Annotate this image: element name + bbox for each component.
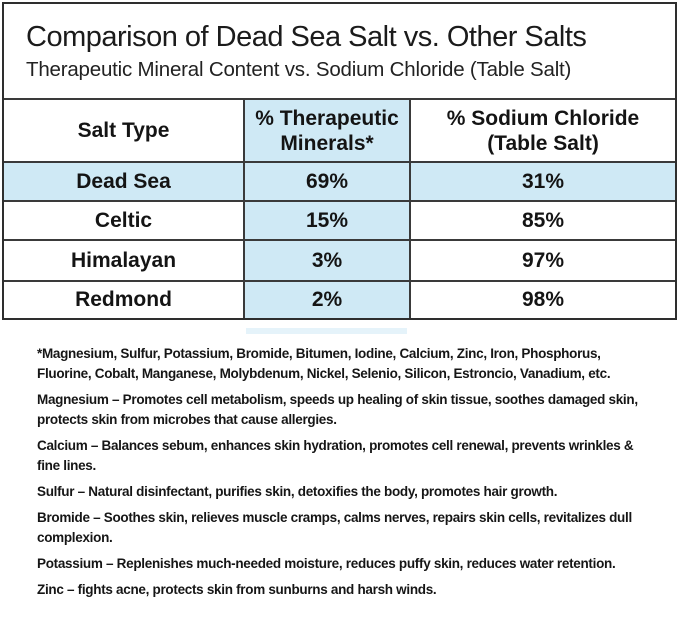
- footnote-potassium: Potassium – Replenishes much-needed mois…: [37, 556, 616, 571]
- header-label-therapeutic: % Therapeutic Minerals*: [255, 106, 399, 155]
- table-row-celtic-name: Celtic: [4, 200, 243, 239]
- table-row-dead-sea-name: Dead Sea: [4, 161, 243, 200]
- footnote-bromide: Bromide – Soothes skin, relieves muscle …: [37, 510, 632, 545]
- footnotes-block: *Magnesium, Sulfur, Potassium, Bromide, …: [37, 344, 655, 606]
- table-row-redmond-therapeutic: 2%: [243, 280, 409, 318]
- footnote-calcium: Calcium – Balances sebum, enhances skin …: [37, 438, 634, 473]
- column-shadow-strip: [246, 328, 407, 334]
- table-row-redmond-name: Redmond: [4, 280, 243, 318]
- header-cell-therapeutic: % Therapeutic Minerals*: [243, 100, 409, 161]
- footnote-sulfur: Sulfur – Natural disinfectant, purifies …: [37, 484, 558, 499]
- header-cell-sodium: % Sodium Chloride (Table Salt): [409, 100, 675, 161]
- salt-comparison-table: Salt Type % Therapeutic Minerals* % Sodi…: [4, 98, 675, 318]
- table-row-redmond-sodium: 98%: [409, 280, 675, 318]
- footnote-minerals-list: *Magnesium, Sulfur, Potassium, Bromide, …: [37, 346, 611, 381]
- header-cell-salt-type: Salt Type: [4, 100, 243, 161]
- table-row-himalayan-name: Himalayan: [4, 239, 243, 280]
- header-label-sodium: % Sodium Chloride (Table Salt): [446, 106, 640, 155]
- footnote-zinc: Zinc – fights acne, protects skin from s…: [37, 582, 437, 597]
- table-row-dead-sea-sodium: 31%: [409, 161, 675, 200]
- comparison-card: Comparison of Dead Sea Salt vs. Other Sa…: [2, 2, 677, 320]
- footnote-magnesium: Magnesium – Promotes cell metabolism, sp…: [37, 392, 638, 427]
- title-block: Comparison of Dead Sea Salt vs. Other Sa…: [4, 4, 675, 98]
- header-label-salt-type: Salt Type: [77, 119, 170, 142]
- page-title: Comparison of Dead Sea Salt vs. Other Sa…: [26, 21, 587, 53]
- table-row-dead-sea-therapeutic: 69%: [243, 161, 409, 200]
- table-row-celtic-sodium: 85%: [409, 200, 675, 239]
- table-row-celtic-therapeutic: 15%: [243, 200, 409, 239]
- table-row-himalayan-sodium: 97%: [409, 239, 675, 280]
- page-subtitle: Therapeutic Mineral Content vs. Sodium C…: [26, 58, 572, 81]
- table-row-himalayan-therapeutic: 3%: [243, 239, 409, 280]
